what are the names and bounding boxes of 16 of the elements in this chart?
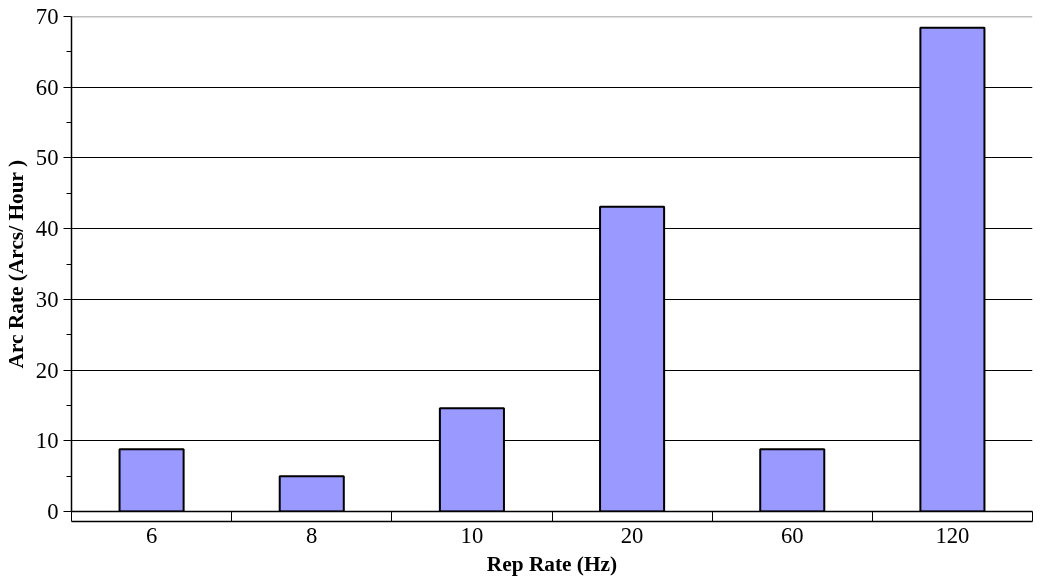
x-tick-label: 120 (935, 522, 970, 548)
x-tick-label: 60 (780, 522, 804, 548)
x-tick-label: 6 (145, 522, 158, 548)
x-axis-title: Rep Rate (Hz) (486, 551, 618, 576)
y-axis-title: Arc Rate (Arcs/ Hour ) (3, 159, 28, 369)
y-tick-label: 20 (35, 357, 59, 383)
y-tick-label: 70 (35, 4, 59, 29)
y-tick-label: 60 (35, 74, 59, 100)
y-tick-label: 0 (47, 499, 59, 524)
y-tick-label: 30 (35, 286, 59, 312)
y-tick-label: 10 (35, 428, 59, 454)
y-tick-label: 40 (35, 216, 59, 242)
y-tick-label: 50 (35, 145, 59, 171)
x-tick-label: 10 (460, 522, 484, 548)
x-tick-label: 8 (306, 522, 318, 548)
x-tick-label: 20 (620, 522, 644, 548)
